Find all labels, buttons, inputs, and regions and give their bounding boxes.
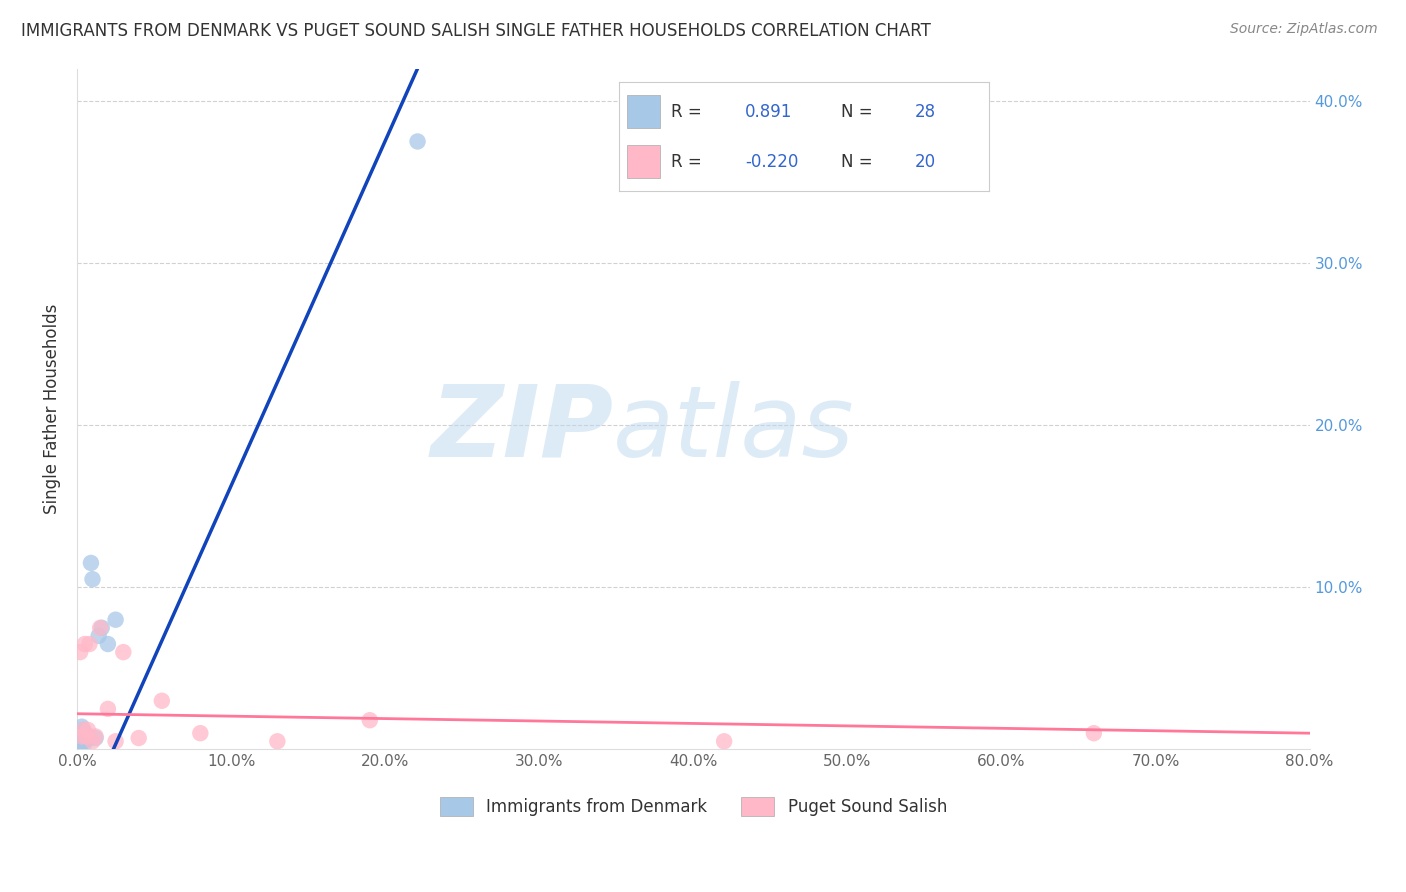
Point bbox=[70, 720, 93, 734]
Point bbox=[70, 726, 93, 740]
Point bbox=[406, 135, 429, 149]
Point bbox=[128, 731, 150, 745]
Point bbox=[70, 736, 93, 750]
Point bbox=[112, 645, 135, 659]
Point bbox=[80, 556, 103, 570]
Text: ZIP: ZIP bbox=[430, 381, 613, 478]
Point bbox=[69, 732, 91, 747]
Point bbox=[73, 731, 96, 745]
Point bbox=[73, 637, 96, 651]
Point bbox=[104, 613, 127, 627]
Point bbox=[69, 645, 91, 659]
Point bbox=[97, 637, 120, 651]
Point bbox=[82, 572, 104, 586]
Legend: Immigrants from Denmark, Puget Sound Salish: Immigrants from Denmark, Puget Sound Sal… bbox=[433, 790, 953, 822]
Point bbox=[79, 731, 101, 745]
Text: Source: ZipAtlas.com: Source: ZipAtlas.com bbox=[1230, 22, 1378, 37]
Point bbox=[73, 736, 96, 750]
Point bbox=[82, 734, 104, 748]
Point bbox=[90, 621, 112, 635]
Point bbox=[70, 731, 93, 745]
Point bbox=[87, 629, 110, 643]
Text: atlas: atlas bbox=[613, 381, 855, 478]
Y-axis label: Single Father Households: Single Father Households bbox=[44, 304, 60, 514]
Point bbox=[69, 726, 91, 740]
Point bbox=[67, 738, 90, 752]
Point bbox=[89, 621, 111, 635]
Point bbox=[713, 734, 735, 748]
Point bbox=[75, 732, 97, 747]
Point bbox=[67, 734, 90, 748]
Point bbox=[72, 734, 94, 748]
Point bbox=[97, 702, 120, 716]
Point bbox=[69, 738, 91, 752]
Point bbox=[266, 734, 288, 748]
Point bbox=[150, 694, 173, 708]
Text: IMMIGRANTS FROM DENMARK VS PUGET SOUND SALISH SINGLE FATHER HOUSEHOLDS CORRELATI: IMMIGRANTS FROM DENMARK VS PUGET SOUND S… bbox=[21, 22, 931, 40]
Point bbox=[359, 713, 381, 727]
Point bbox=[75, 728, 97, 742]
Point bbox=[1083, 726, 1105, 740]
Point bbox=[72, 723, 94, 737]
Point bbox=[70, 730, 93, 744]
Point bbox=[67, 730, 90, 744]
Point bbox=[84, 731, 107, 745]
Point bbox=[77, 730, 100, 744]
Point bbox=[188, 726, 211, 740]
Point bbox=[72, 723, 94, 737]
Point bbox=[104, 734, 127, 748]
Point bbox=[75, 730, 97, 744]
Point bbox=[84, 730, 107, 744]
Point bbox=[77, 723, 100, 737]
Point bbox=[79, 637, 101, 651]
Point bbox=[73, 726, 96, 740]
Point bbox=[72, 730, 94, 744]
